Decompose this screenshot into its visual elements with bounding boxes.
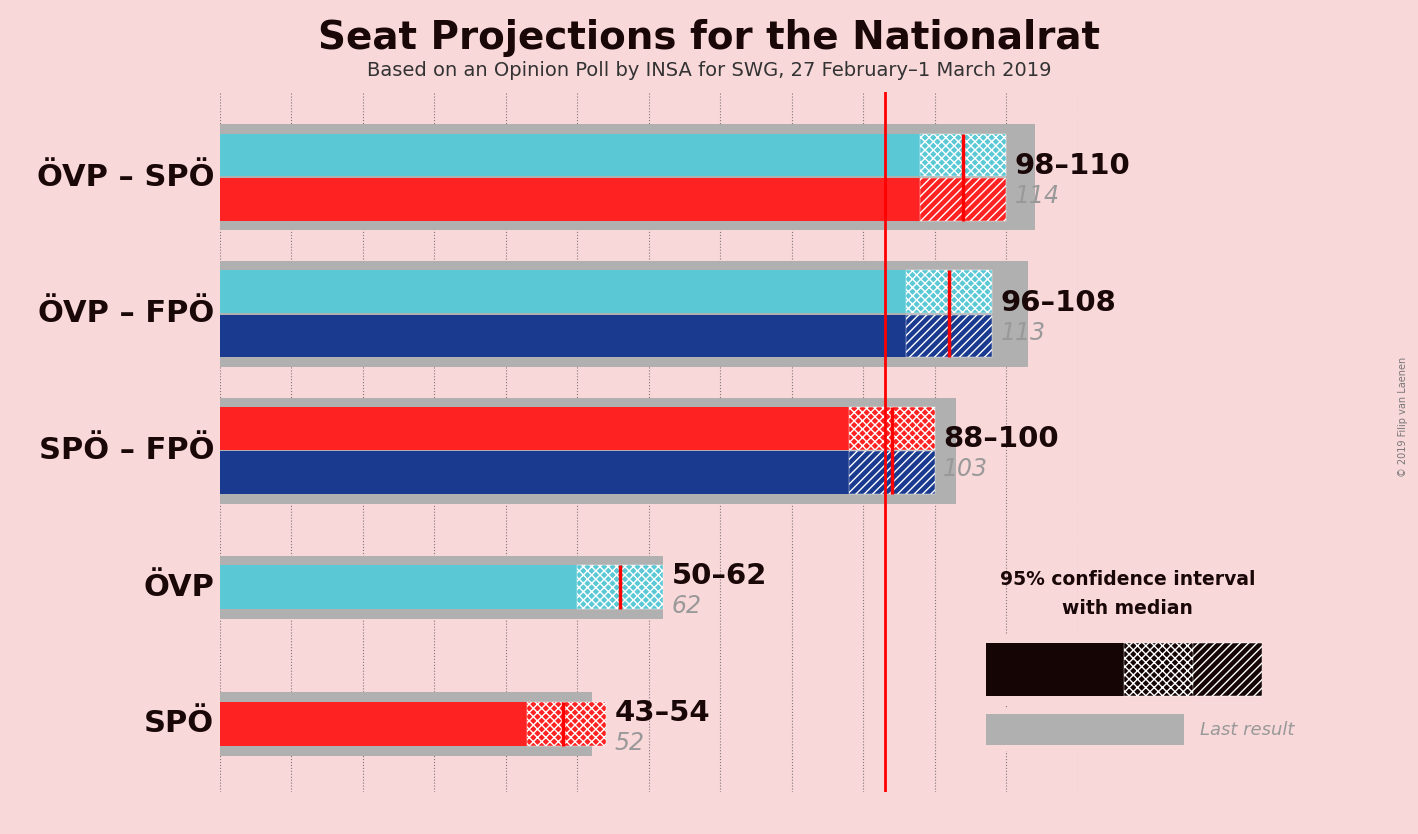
Bar — [220, 398, 956, 504]
Text: 98–110: 98–110 — [1015, 152, 1130, 180]
Bar — [1193, 643, 1262, 696]
Bar — [220, 565, 577, 610]
Text: 50–62: 50–62 — [672, 562, 767, 590]
Bar — [577, 565, 664, 610]
Text: SPÖ: SPÖ — [145, 710, 214, 738]
Bar — [220, 178, 920, 221]
Bar — [220, 270, 906, 313]
Bar — [220, 701, 527, 746]
Text: Based on an Opinion Poll by INSA for SWG, 27 February–1 March 2019: Based on an Opinion Poll by INSA for SWG… — [367, 62, 1051, 80]
Bar — [986, 714, 1184, 746]
Bar — [906, 314, 993, 358]
Bar — [220, 451, 849, 494]
Text: ÖVP: ÖVP — [143, 573, 214, 602]
Bar — [220, 133, 920, 176]
Bar — [920, 133, 1007, 176]
Bar — [527, 701, 605, 746]
Bar — [220, 314, 906, 358]
Text: 96–108: 96–108 — [1001, 289, 1116, 317]
Text: Last result: Last result — [1200, 721, 1295, 739]
Text: ÖVP – FPÖ: ÖVP – FPÖ — [38, 299, 214, 329]
Bar — [986, 643, 1123, 696]
Text: SPÖ – FPÖ: SPÖ – FPÖ — [38, 436, 214, 465]
Text: 113: 113 — [1001, 320, 1045, 344]
Text: ÖVP – SPÖ: ÖVP – SPÖ — [37, 163, 214, 192]
Bar — [906, 270, 993, 313]
Text: 103: 103 — [943, 457, 988, 481]
Bar — [849, 451, 934, 494]
Text: 62: 62 — [672, 594, 702, 618]
Bar — [220, 555, 664, 619]
Text: 95% confidence interval: 95% confidence interval — [1000, 570, 1255, 589]
Text: 52: 52 — [614, 731, 644, 755]
Bar — [220, 692, 591, 756]
Text: with median: with median — [1062, 600, 1193, 618]
Bar — [220, 261, 1028, 367]
Bar — [220, 124, 1035, 230]
Bar — [1123, 643, 1262, 696]
Text: 88–100: 88–100 — [943, 425, 1059, 454]
Text: © 2019 Filip van Laenen: © 2019 Filip van Laenen — [1398, 357, 1408, 477]
Bar — [849, 407, 934, 450]
Text: Seat Projections for the Nationalrat: Seat Projections for the Nationalrat — [318, 18, 1100, 57]
Bar — [220, 407, 849, 450]
Text: 43–54: 43–54 — [614, 699, 710, 727]
Bar — [920, 178, 1007, 221]
Text: 114: 114 — [1015, 184, 1059, 208]
